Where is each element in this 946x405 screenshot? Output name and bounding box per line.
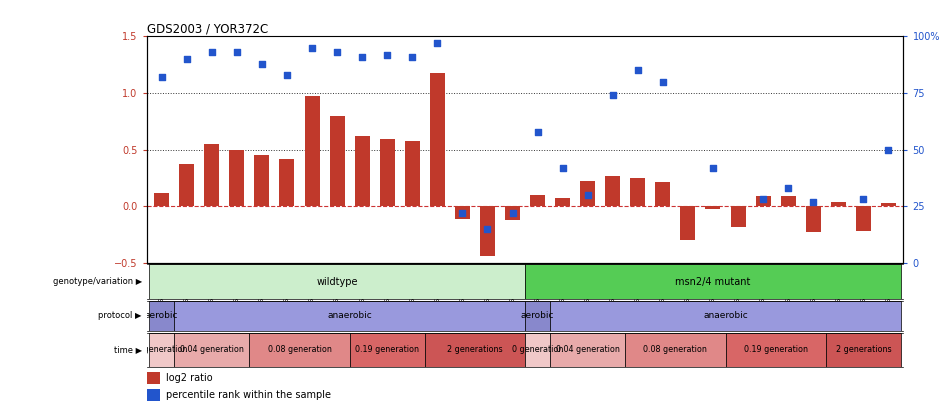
Bar	[147, 389, 160, 401]
Bar	[480, 206, 495, 256]
Bar	[229, 150, 244, 206]
Point	[179, 56, 194, 62]
Text: 0 generation: 0 generation	[512, 345, 563, 354]
Text: 0.08 generation: 0.08 generation	[643, 345, 708, 354]
Text: 0.19 generation: 0.19 generation	[355, 345, 419, 354]
Bar	[580, 181, 595, 206]
Bar	[826, 333, 901, 367]
Point	[154, 74, 169, 81]
Bar	[329, 116, 344, 206]
Text: 0.04 generation: 0.04 generation	[555, 345, 620, 354]
Point	[630, 67, 645, 74]
Text: GDS2003 / YOR372C: GDS2003 / YOR372C	[147, 22, 268, 35]
Text: wildtype: wildtype	[316, 277, 358, 287]
Bar	[525, 301, 550, 331]
Point	[405, 53, 420, 60]
Point	[856, 196, 871, 202]
Bar	[550, 301, 901, 331]
Point	[229, 49, 244, 55]
Point	[254, 60, 270, 67]
Bar	[505, 206, 520, 220]
Text: anaerobic: anaerobic	[703, 311, 748, 320]
Point	[780, 185, 796, 192]
Point	[305, 45, 320, 51]
Point	[355, 53, 370, 60]
Point	[329, 49, 344, 55]
Bar	[780, 196, 796, 206]
Point	[279, 72, 294, 78]
Point	[605, 92, 621, 98]
Bar	[756, 196, 771, 206]
Point	[455, 210, 470, 216]
Bar	[405, 141, 420, 206]
Point	[429, 40, 445, 47]
Bar	[831, 202, 846, 206]
Bar	[806, 206, 821, 232]
Bar	[179, 164, 194, 206]
Text: percentile rank within the sample: percentile rank within the sample	[166, 390, 330, 401]
Point	[656, 79, 671, 85]
Bar	[149, 264, 525, 299]
Text: time ▶: time ▶	[114, 345, 142, 354]
Bar	[174, 333, 250, 367]
Text: aerobic: aerobic	[145, 311, 179, 320]
Bar	[425, 333, 525, 367]
Point	[555, 164, 570, 171]
Bar	[254, 155, 270, 206]
Bar	[525, 264, 901, 299]
Bar	[706, 206, 721, 209]
Bar	[149, 333, 174, 367]
Text: genotype/variation ▶: genotype/variation ▶	[53, 277, 142, 286]
Bar	[525, 333, 550, 367]
Bar	[279, 159, 294, 206]
Bar	[730, 206, 745, 227]
Bar	[656, 183, 671, 206]
Bar	[305, 96, 320, 206]
Bar	[379, 139, 394, 206]
Bar	[147, 372, 160, 384]
Bar	[350, 333, 425, 367]
Bar	[550, 333, 625, 367]
Point	[756, 196, 771, 202]
Point	[204, 49, 219, 55]
Point	[881, 147, 896, 153]
Bar	[355, 136, 370, 206]
Bar	[856, 206, 871, 231]
Bar	[530, 195, 545, 206]
Point	[530, 128, 545, 135]
Text: 0.04 generation: 0.04 generation	[180, 345, 244, 354]
Bar	[250, 333, 350, 367]
Bar	[605, 176, 621, 206]
Text: 2 generations: 2 generations	[835, 345, 891, 354]
Point	[505, 210, 520, 216]
Bar	[204, 144, 219, 206]
Text: msn2/4 mutant: msn2/4 mutant	[675, 277, 751, 287]
Point	[580, 192, 595, 198]
Bar	[726, 333, 826, 367]
Text: 0.19 generation: 0.19 generation	[744, 345, 808, 354]
Point	[379, 51, 394, 58]
Bar	[429, 72, 445, 206]
Text: log2 ratio: log2 ratio	[166, 373, 212, 383]
Bar	[555, 198, 570, 206]
Bar	[630, 178, 645, 206]
Text: anaerobic: anaerobic	[327, 311, 372, 320]
Point	[706, 164, 721, 171]
Bar	[149, 301, 174, 331]
Bar	[154, 193, 169, 206]
Bar	[881, 203, 896, 206]
Text: 0.08 generation: 0.08 generation	[268, 345, 331, 354]
Text: 0 generation: 0 generation	[136, 345, 187, 354]
Point	[806, 198, 821, 205]
Text: 2 generations: 2 generations	[447, 345, 502, 354]
Bar	[625, 333, 726, 367]
Bar	[174, 301, 525, 331]
Point	[480, 226, 495, 232]
Text: protocol ▶: protocol ▶	[98, 311, 142, 320]
Text: aerobic: aerobic	[521, 311, 554, 320]
Bar	[680, 206, 695, 240]
Bar	[455, 206, 470, 219]
